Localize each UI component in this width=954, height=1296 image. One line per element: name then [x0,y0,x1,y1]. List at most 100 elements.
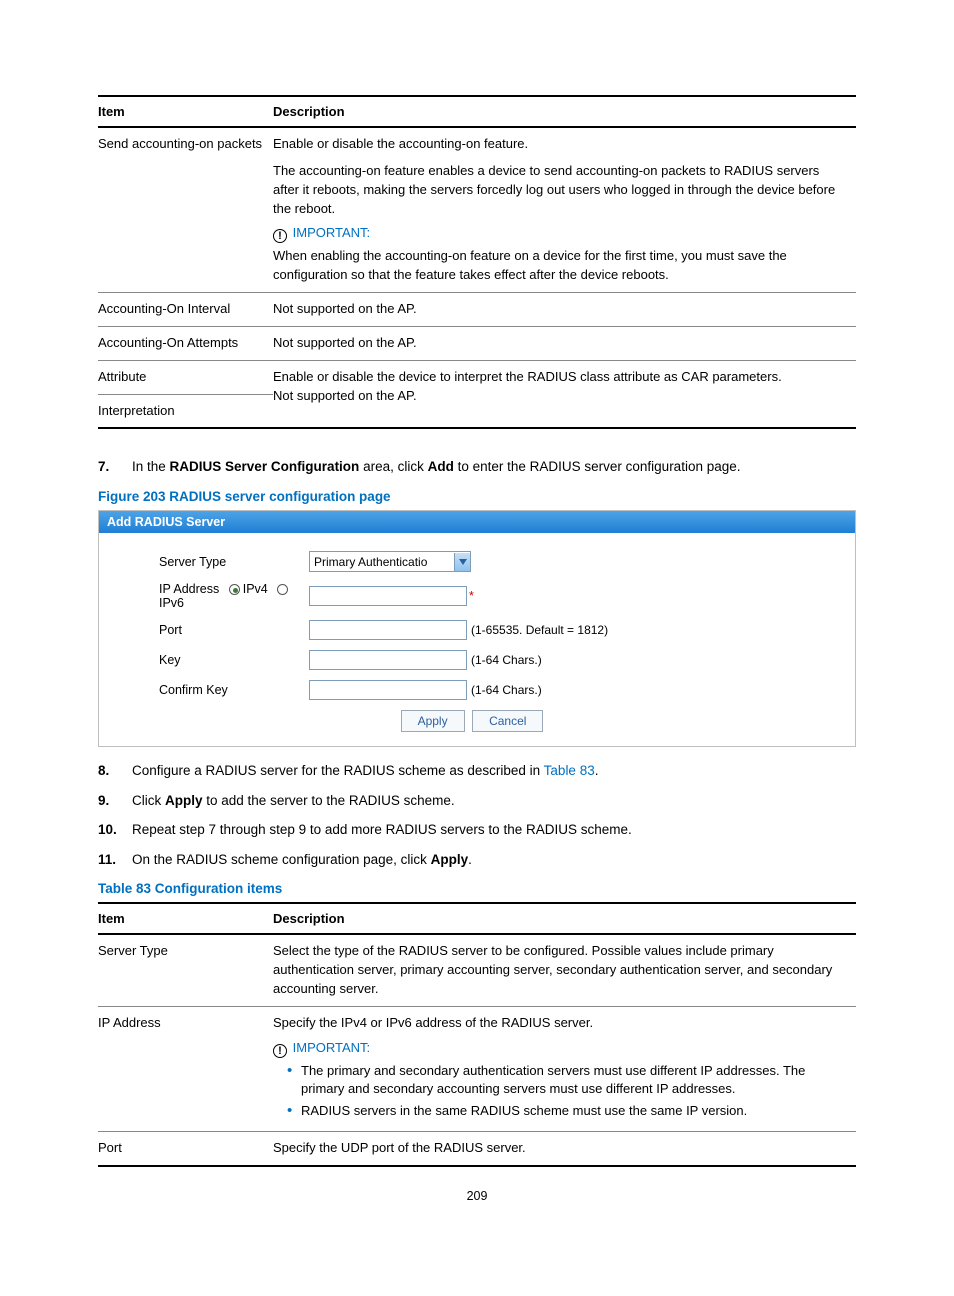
th-item: Item [98,903,273,934]
row-confirm-key: Confirm Key (1-64 Chars.) [159,680,845,700]
cell-item: Accounting-On Interval [98,293,273,327]
desc-text: Enable or disable the device to interpre… [273,369,782,384]
port-hint: (1-65535. Default = 1812) [471,623,608,637]
label-confirm-key: Confirm Key [159,683,309,697]
text: to add the server to the RADIUS scheme. [203,793,455,808]
table-row: Attribute Enable or disable the device t… [98,360,856,394]
step-number: 9. [98,791,132,811]
panel-title: Add RADIUS Server [99,511,855,533]
important-callout: ! IMPORTANT: [273,1039,846,1058]
step-number: 7. [98,457,132,477]
chevron-down-icon [454,553,470,571]
key-hint: (1-64 Chars.) [471,653,542,667]
cell-item: Port [98,1132,273,1166]
cancel-button[interactable]: Cancel [472,710,543,732]
text: On the RADIUS scheme configuration page,… [132,852,431,867]
th-desc: Description [273,903,856,934]
desc-text: When enabling the accounting-on feature … [273,247,846,285]
row-port: Port (1-65535. Default = 1812) [159,620,845,640]
step-text: Click Apply to add the server to the RAD… [132,791,455,811]
table-row: Send accounting-on packets Enable or dis… [98,127,856,293]
step-8: 8. Configure a RADIUS server for the RAD… [98,761,856,781]
label-key: Key [159,653,309,667]
cell-desc: Specify the UDP port of the RADIUS serve… [273,1132,856,1166]
page-number: 209 [98,1189,856,1203]
text: Click [132,793,165,808]
text: to enter the RADIUS server configuration… [454,459,741,474]
cell-desc: Specify the IPv4 or IPv6 address of the … [273,1006,856,1131]
important-callout: ! IMPORTANT: [273,224,846,243]
cell-item: Attribute [98,360,273,394]
cell-desc: Not supported on the AP. [273,293,856,327]
cell-desc: Enable or disable the device to interpre… [273,360,856,428]
text: area, click [359,459,427,474]
table-caption: Table 83 Configuration items [98,881,856,896]
bullet-list: The primary and secondary authentication… [287,1062,846,1122]
step-text: In the RADIUS Server Configuration area,… [132,457,741,477]
step-7: 7. In the RADIUS Server Configuration ar… [98,457,856,477]
cell-item: IP Address [98,1006,273,1131]
table-row: IP Address Specify the IPv4 or IPv6 addr… [98,1006,856,1131]
radio-ipv6[interactable] [277,584,288,595]
step-10: 10. Repeat step 7 through step 9 to add … [98,820,856,840]
step-number: 10. [98,820,132,840]
step-text: Configure a RADIUS server for the RADIUS… [132,761,598,781]
apply-button[interactable]: Apply [401,710,465,732]
table-row: Accounting-On Interval Not supported on … [98,293,856,327]
cell-desc: Not supported on the AP. [273,326,856,360]
key-input[interactable] [309,650,467,670]
important-icon: ! [273,229,287,243]
port-input[interactable] [309,620,467,640]
radio-ipv4[interactable] [229,584,240,595]
text: In the [132,459,170,474]
step-number: 8. [98,761,132,781]
table-row: Port Specify the UDP port of the RADIUS … [98,1132,856,1166]
cell-item: Server Type [98,934,273,1006]
step-text: On the RADIUS scheme configuration page,… [132,850,472,870]
cell-desc: Enable or disable the accounting-on feat… [273,127,856,293]
row-server-type: Server Type Primary Authenticatio [159,551,845,572]
important-label: IMPORTANT: [293,225,371,240]
important-icon: ! [273,1044,287,1058]
server-type-select[interactable]: Primary Authenticatio [309,551,471,572]
ip-address-input[interactable] [309,586,467,606]
table-83-link[interactable]: Table 83 [544,763,595,778]
cell-item: Accounting-On Attempts [98,326,273,360]
table-accounting: Item Description Send accounting-on pack… [98,95,856,429]
cell-item: Interpretation [98,394,273,428]
required-marker: * [469,589,474,603]
figure-caption: Figure 203 RADIUS server configuration p… [98,489,856,504]
label-server-type: Server Type [159,555,309,569]
bold-text: RADIUS Server Configuration [170,459,360,474]
step-text: Repeat step 7 through step 9 to add more… [132,820,632,840]
confirm-hint: (1-64 Chars.) [471,683,542,697]
label-ip: IP Address IPv4 IPv6 [159,582,309,610]
confirm-key-input[interactable] [309,680,467,700]
step-number: 11. [98,850,132,870]
radio-label: IPv4 [243,582,268,596]
th-item: Item [98,96,273,127]
step-11: 11. On the RADIUS scheme configuration p… [98,850,856,870]
list-item: RADIUS servers in the same RADIUS scheme… [287,1102,846,1121]
table-row: Server Type Select the type of the RADIU… [98,934,856,1006]
add-radius-server-panel: Add RADIUS Server Server Type Primary Au… [98,510,856,747]
bold-text: Add [428,459,454,474]
bold-text: Apply [165,793,203,808]
th-desc: Description [273,96,856,127]
text: . [595,763,599,778]
desc-text: Enable or disable the accounting-on feat… [273,135,846,154]
desc-text: Not supported on the AP. [273,388,417,403]
list-item: The primary and secondary authentication… [287,1062,846,1100]
cell-desc: Select the type of the RADIUS server to … [273,934,856,1006]
text: IP Address [159,582,219,596]
select-value: Primary Authenticatio [314,555,427,569]
text: Configure a RADIUS server for the RADIUS… [132,763,544,778]
desc-text: The accounting-on feature enables a devi… [273,162,846,219]
table-row: Accounting-On Attempts Not supported on … [98,326,856,360]
important-label: IMPORTANT: [293,1040,371,1055]
table-config-items: Item Description Server Type Select the … [98,902,856,1167]
text: . [468,852,472,867]
step-9: 9. Click Apply to add the server to the … [98,791,856,811]
bold-text: Apply [431,852,469,867]
radio-label: IPv6 [159,596,184,610]
